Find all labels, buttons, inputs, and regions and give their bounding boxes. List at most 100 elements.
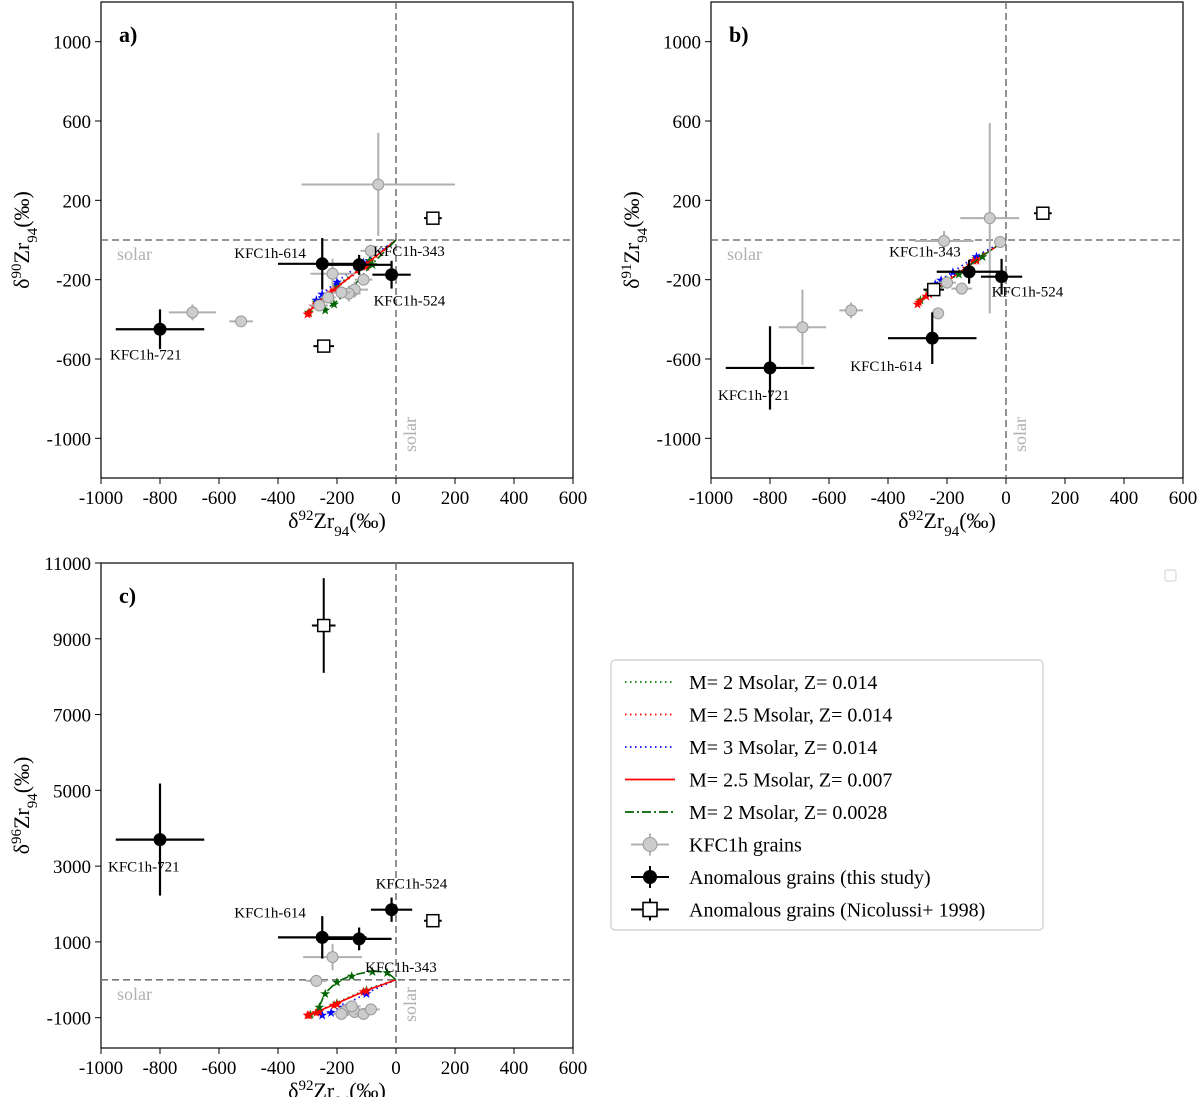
anomalous-point [962, 265, 976, 279]
anomalous-point [385, 903, 399, 917]
model-marker: ★ [977, 249, 989, 264]
panel-1: -1000 -800 -600 -400 -200 0 200 400 600 -1000 -600… [9, 1, 587, 540]
x-tick-label: 200 [441, 1058, 470, 1079]
x-tick-label: -200 [930, 488, 965, 509]
grain-label: KFC1h-343 [373, 244, 445, 260]
x-tick-label: 400 [500, 488, 529, 509]
solar-label-vertical: solar [400, 417, 420, 452]
axis-label-main: Zr [313, 508, 334, 533]
model-marker: ★ [913, 294, 925, 309]
kfc1h-point [326, 267, 339, 280]
model-marker: ★ [331, 279, 343, 294]
model-line-5 [318, 970, 397, 1007]
grain-label: KFC1h-614 [234, 905, 306, 921]
x-tick-label: -600 [812, 488, 847, 509]
model-marker: ★ [364, 253, 376, 268]
grain-label: KFC1h-721 [108, 860, 180, 876]
x-tick-label: -800 [753, 488, 788, 509]
axis-label-sub: 94 [25, 793, 41, 809]
kfc1h-point [938, 234, 951, 247]
model-marker: ★ [316, 287, 328, 302]
model-marker: ★ [367, 964, 379, 979]
x-tick-label: -1000 [79, 488, 123, 509]
model-marker: ★ [971, 251, 983, 266]
y-axis-label: δ96Zr94(‰) [9, 757, 41, 855]
axis-label-unit: (‰) [9, 757, 34, 794]
y-tick-label: 200 [673, 191, 702, 212]
model-line-2 [306, 239, 397, 314]
kfc1h-point [335, 286, 348, 299]
nicolussi-point [316, 339, 331, 353]
model-marker: ★ [328, 296, 340, 311]
kfc1h-point [845, 304, 858, 317]
legend-label: M= 2.5 Msolar, Z= 0.014 [689, 705, 892, 727]
kfc1h-point [235, 315, 248, 328]
kfc1h-point [326, 951, 339, 964]
axis-label-sup: 92 [298, 1078, 313, 1094]
legend-label: M= 2.5 Msolar, Z= 0.007 [689, 770, 892, 792]
model-marker: ★ [912, 296, 924, 311]
panel-3: -1000 -800 -600 -400 -200 0 200 400 600 -1000 1000… [9, 554, 587, 1102]
solar-label-horizontal: solar [727, 244, 762, 264]
x-tick-label: 0 [391, 488, 401, 509]
y-tick-label: -1000 [657, 429, 701, 450]
kfc1h-point [364, 244, 377, 257]
y-tick-label: 7000 [53, 706, 91, 727]
y-tick-label: -200 [666, 271, 701, 292]
x-tick-label: 200 [1051, 488, 1080, 509]
model-marker: ★ [935, 273, 947, 288]
axis-label-base: δ [288, 508, 298, 533]
x-tick-label: -800 [143, 1058, 178, 1079]
y-tick-label: -200 [56, 271, 91, 292]
axis-label-base: δ [288, 1078, 298, 1097]
nicolussi-point [316, 618, 331, 633]
model-marker: ★ [313, 999, 325, 1014]
legend-marker [643, 870, 657, 884]
x-tick-label: 400 [1110, 488, 1139, 509]
axis-label-sup: 90 [9, 264, 25, 279]
y-tick-label: -600 [56, 350, 91, 371]
anomalous-point [763, 361, 777, 375]
grain-label: KFC1h-721 [718, 388, 790, 404]
panel-label: a) [119, 22, 137, 47]
y-tick-label: -600 [666, 350, 701, 371]
empty-legend-box [1164, 569, 1177, 582]
y-axis-label: δ91Zr94(‰) [619, 191, 651, 289]
x-tick-label: 200 [441, 488, 470, 509]
kfc1h-point [983, 212, 996, 225]
model-marker: ★ [302, 1008, 314, 1023]
panel-label: c) [119, 583, 136, 608]
axis-label-sub: 94 [944, 524, 960, 540]
axis-label-sub: 94 [635, 227, 651, 243]
nicolussi-point [926, 282, 941, 297]
y-tick-label: 600 [63, 112, 92, 133]
kfc1h-point [345, 1000, 358, 1013]
grain-label: KFC1h-343 [365, 960, 437, 976]
axis-label-unit: (‰) [959, 508, 996, 533]
model-marker: ★ [331, 975, 343, 990]
anomalous-point [352, 258, 366, 272]
axis-label-unit: (‰) [349, 508, 386, 533]
x-tick-label: -800 [143, 488, 178, 509]
model-marker: ★ [361, 986, 373, 1001]
axis-label-main: Zr [9, 808, 34, 829]
legend-label: Anomalous grains (this study) [689, 867, 931, 889]
nicolussi-point [1036, 206, 1050, 220]
anomalous-point [315, 257, 329, 271]
axis-label-sup: 96 [9, 829, 25, 845]
axis-label-main: Zr [313, 1078, 334, 1097]
model-marker: ★ [319, 302, 331, 317]
kfc1h-point [310, 974, 323, 987]
x-tick-label: -600 [202, 1058, 237, 1079]
model-marker: ★ [361, 983, 373, 998]
panel-label: b) [729, 22, 749, 47]
model-marker: ★ [316, 1008, 328, 1023]
x-tick-label: -400 [261, 1058, 296, 1079]
axis-label-sub: 94 [334, 524, 350, 540]
x-tick-label: -200 [320, 1058, 355, 1079]
model-marker: ★ [968, 253, 980, 268]
solar-label-vertical: solar [400, 987, 420, 1022]
model-marker: ★ [302, 306, 314, 321]
model-line-3 [322, 979, 397, 1016]
